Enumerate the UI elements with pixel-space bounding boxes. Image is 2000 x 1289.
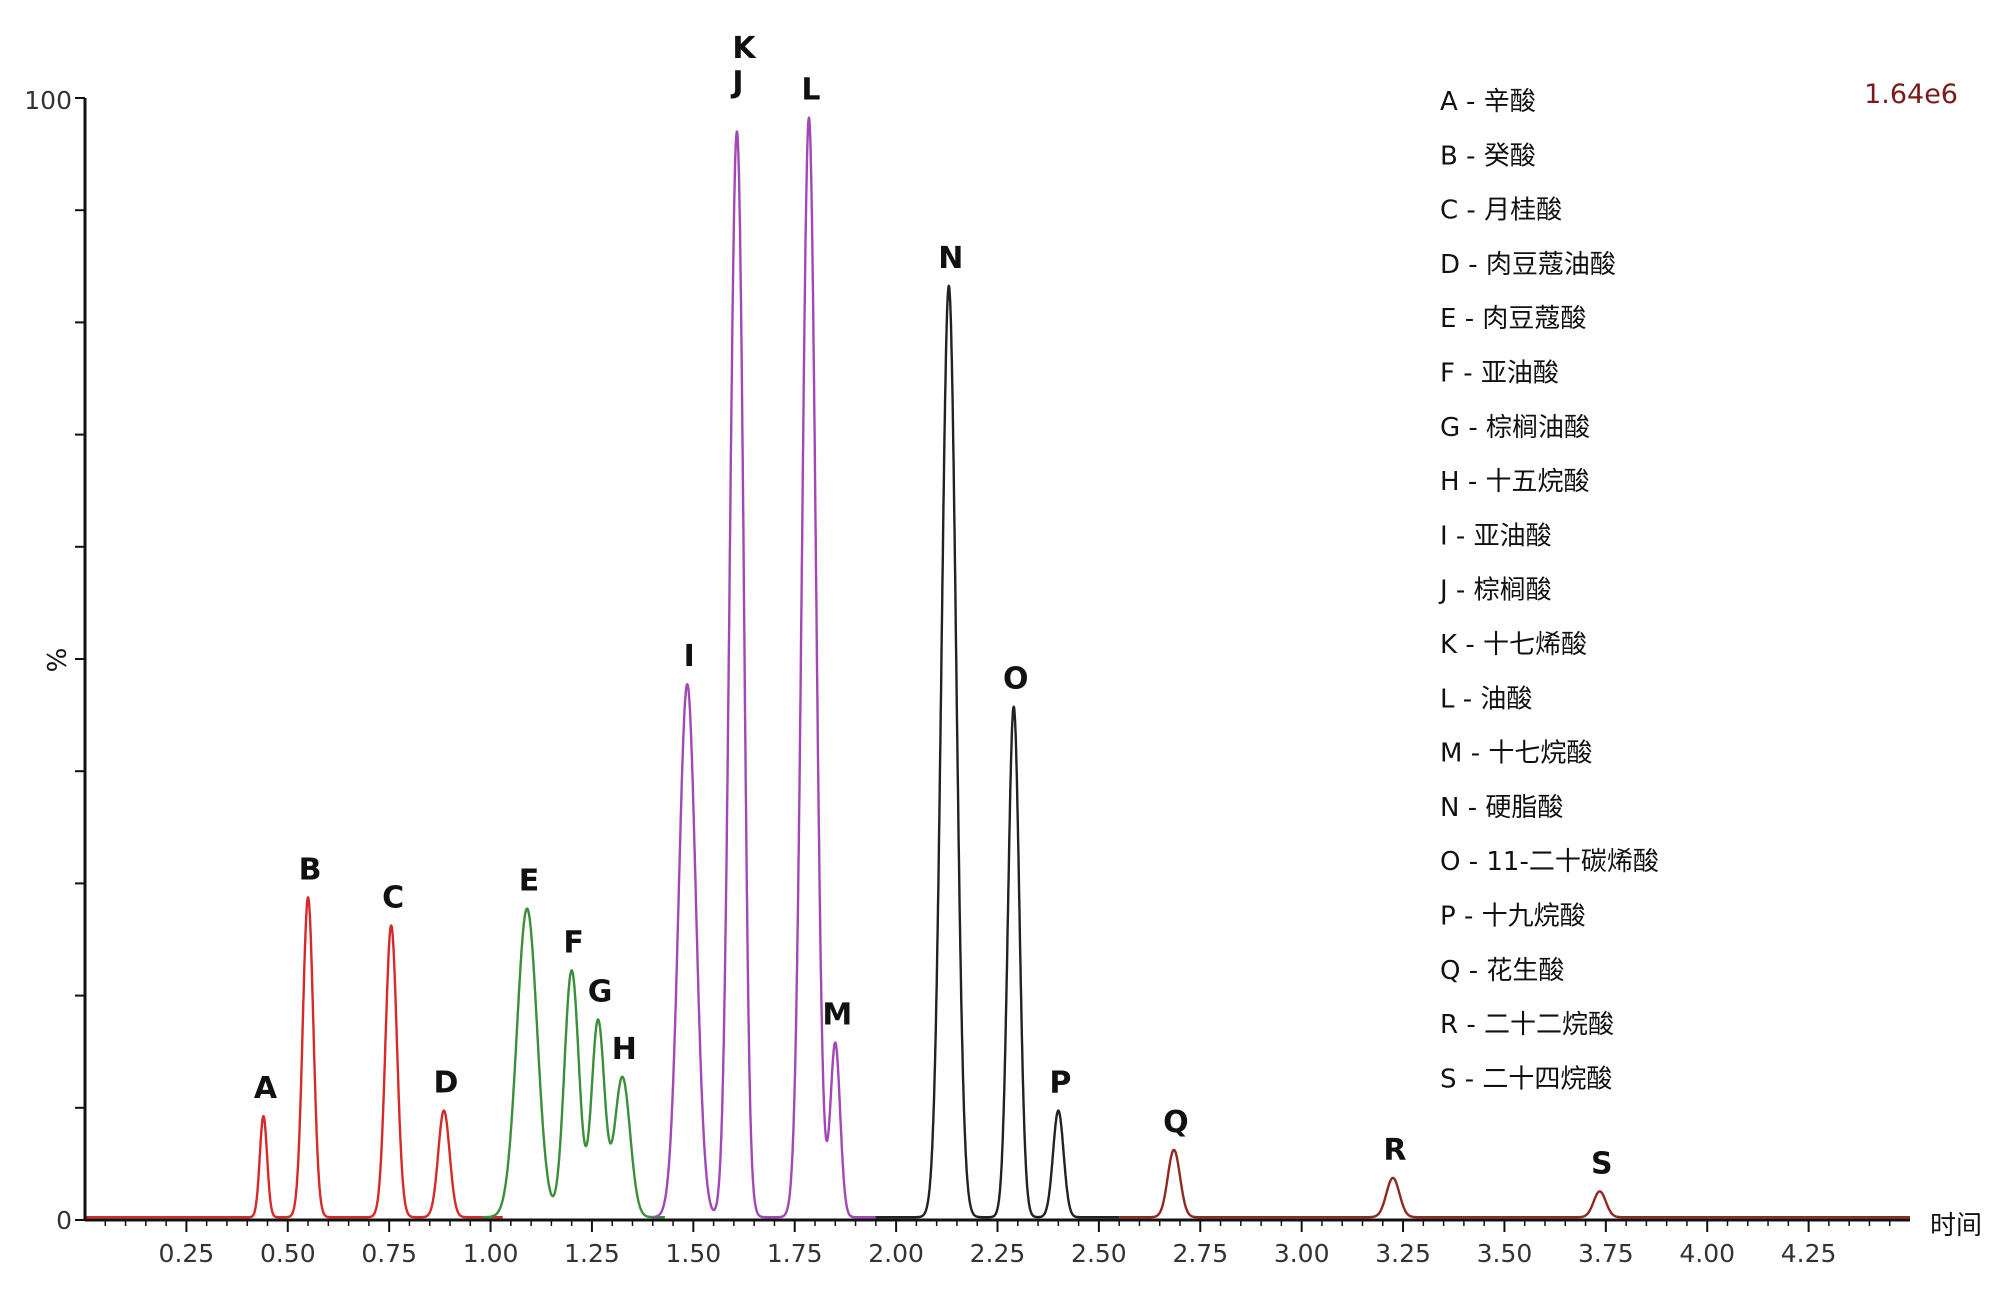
peak-label-L: L xyxy=(801,73,820,108)
peak-label-K: K xyxy=(732,31,757,66)
peak-label-M: M xyxy=(822,998,852,1033)
x-axis-ticks xyxy=(104,1220,1891,1232)
peak-label-C: C xyxy=(382,880,404,915)
x-axis-title: 时间 xyxy=(1930,1211,1982,1241)
x-axis-tick-labels: 0.25 0.50 0.75 1.00 1.25 1.50 1.75 2.00 2.25 2.50… xyxy=(159,1239,1837,1268)
peak-label-Q: Q xyxy=(1163,1105,1189,1140)
x-tick-label-6: 1.75 xyxy=(767,1239,823,1268)
y-axis-ticks xyxy=(75,97,85,1221)
legend-item-2: C - 月桂酸 xyxy=(1440,196,1562,226)
series-line-1 xyxy=(481,907,666,1219)
scale-label: 1.64e6 xyxy=(1864,79,1958,110)
peak-label-P: P xyxy=(1049,1066,1071,1101)
series-line-2 xyxy=(651,116,889,1219)
y-tick-label-100: 100 xyxy=(24,86,72,115)
legend-item-12: M - 十七烷酸 xyxy=(1440,739,1592,769)
peak-label-D: D xyxy=(433,1066,458,1101)
peak-label-O: O xyxy=(1003,662,1029,697)
legend-item-16: Q - 花生酸 xyxy=(1440,956,1564,986)
x-tick-label-12: 3.25 xyxy=(1375,1239,1431,1268)
x-tick-label-3: 1.00 xyxy=(463,1239,519,1268)
x-tick-label-0: 0.25 xyxy=(159,1239,215,1268)
peak-label-J: J xyxy=(730,65,743,100)
x-tick-label-1: 0.50 xyxy=(260,1239,316,1268)
legend-item-0: A - 辛酸 xyxy=(1440,87,1536,117)
x-tick-label-11: 3.00 xyxy=(1274,1239,1330,1268)
series-line-4 xyxy=(1118,1148,1911,1219)
peak-label-N: N xyxy=(938,241,963,276)
x-tick-label-8: 2.25 xyxy=(970,1239,1026,1268)
series-layer xyxy=(84,116,1911,1219)
legend-item-17: R - 二十二烷酸 xyxy=(1440,1010,1614,1040)
legend-item-1: B - 癸酸 xyxy=(1440,141,1536,171)
legend: A - 辛酸 B - 癸酸 C - 月桂酸 D - 肉豆蔻油酸 E - 肉豆蔻酸 F - … xyxy=(1438,87,1659,1094)
peak-label-F: F xyxy=(563,925,584,960)
x-tick-label-5: 1.50 xyxy=(665,1239,721,1268)
legend-item-18: S - 二十四烷酸 xyxy=(1440,1064,1612,1094)
peak-label-B: B xyxy=(299,852,322,887)
x-tick-label-13: 3.50 xyxy=(1477,1239,1533,1268)
peak-label-I: I xyxy=(684,639,695,674)
series-line-0 xyxy=(84,896,504,1219)
peak-label-H: H xyxy=(612,1032,637,1067)
x-tick-label-15: 4.00 xyxy=(1679,1239,1735,1268)
peak-label-A: A xyxy=(254,1071,278,1106)
x-tick-label-16: 4.25 xyxy=(1781,1239,1837,1268)
legend-item-6: G - 棕榈油酸 xyxy=(1440,413,1590,443)
x-tick-label-4: 1.25 xyxy=(564,1239,620,1268)
y-axis-title: % xyxy=(43,648,73,673)
y-tick-label-0: 0 xyxy=(56,1206,72,1235)
series-line-3 xyxy=(875,284,1121,1219)
peak-label-E: E xyxy=(519,864,540,899)
x-tick-label-7: 2.00 xyxy=(868,1239,924,1268)
peak-label-S: S xyxy=(1591,1146,1613,1181)
legend-item-10: K - 十七烯酸 xyxy=(1440,630,1587,660)
x-tick-label-14: 3.75 xyxy=(1578,1239,1634,1268)
x-tick-label-10: 2.75 xyxy=(1172,1239,1228,1268)
peak-label-R: R xyxy=(1383,1133,1406,1168)
legend-item-8: I - 亚油酸 xyxy=(1440,521,1552,551)
peak-label-G: G xyxy=(588,975,613,1010)
legend-item-3: D - 肉豆蔻油酸 xyxy=(1440,250,1616,280)
legend-item-7: H - 十五烷酸 xyxy=(1440,467,1589,497)
legend-item-9: J - 棕榈酸 xyxy=(1438,576,1552,606)
x-tick-label-9: 2.50 xyxy=(1071,1239,1127,1268)
legend-item-14: O - 11-二十碳烯酸 xyxy=(1440,847,1659,877)
legend-item-15: P - 十九烷酸 xyxy=(1440,902,1586,932)
x-tick-label-2: 0.75 xyxy=(361,1239,417,1268)
legend-item-11: L - 油酸 xyxy=(1440,684,1532,714)
legend-item-4: E - 肉豆蔻酸 xyxy=(1440,304,1586,334)
legend-item-5: F - 亚油酸 xyxy=(1440,359,1559,389)
legend-item-13: N - 硬脂酸 xyxy=(1440,793,1563,823)
